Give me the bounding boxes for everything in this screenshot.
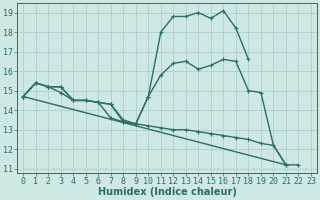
X-axis label: Humidex (Indice chaleur): Humidex (Indice chaleur) [98,187,236,197]
